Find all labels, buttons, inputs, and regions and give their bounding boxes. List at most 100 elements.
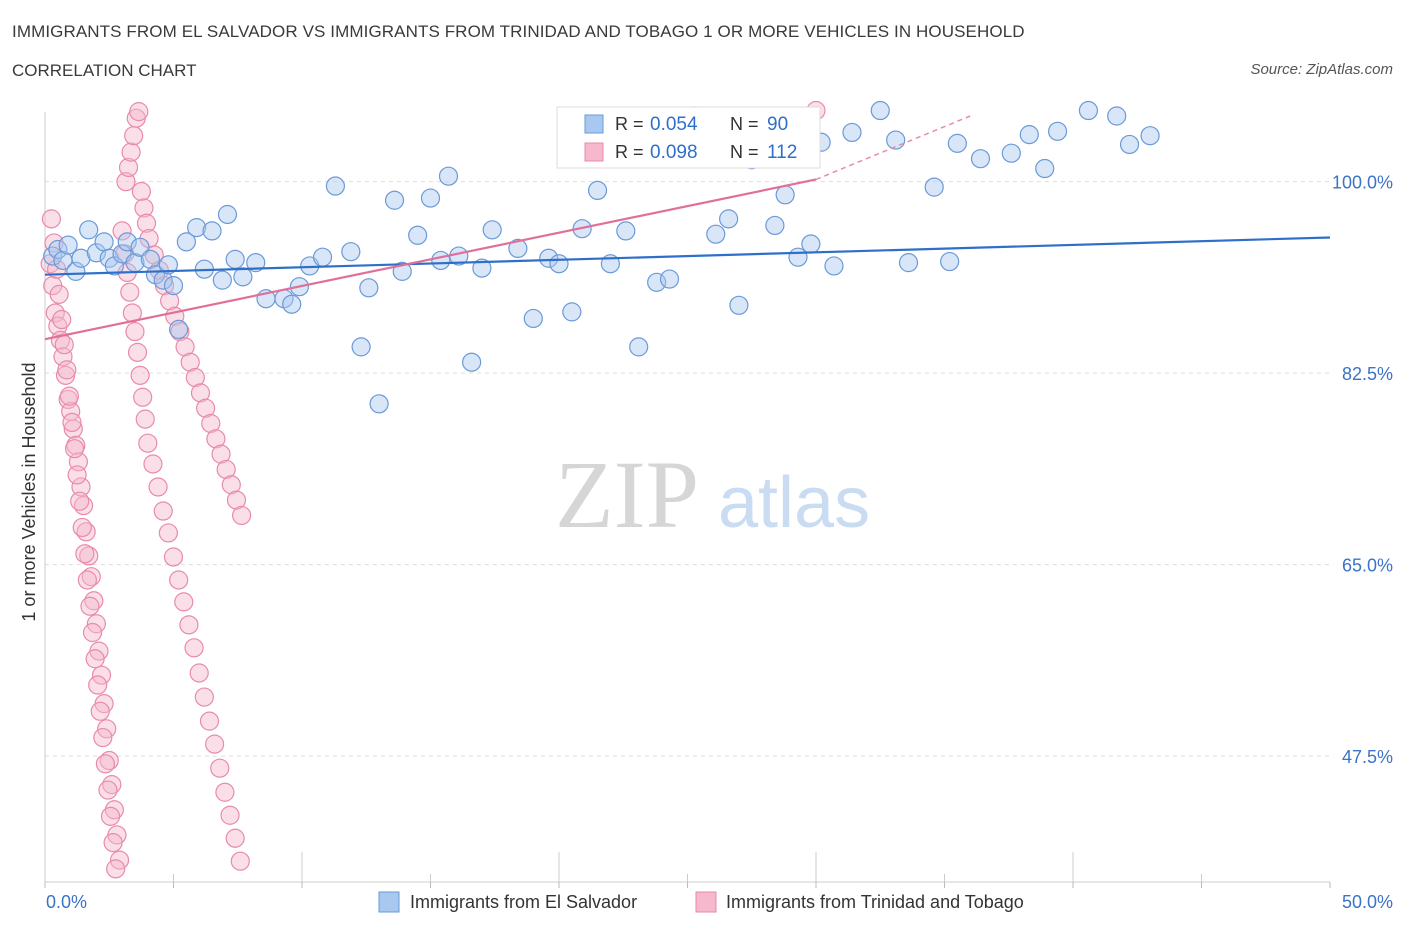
trinidad-point bbox=[70, 491, 90, 511]
trinidad-point bbox=[91, 665, 112, 685]
y-axis-label: 1 or more Vehicles in Household bbox=[19, 362, 39, 621]
el-salvador-point bbox=[719, 209, 739, 229]
el-salvador-point bbox=[169, 319, 189, 339]
stats-n-label-blue: N = bbox=[730, 114, 759, 134]
stats-n-value-blue: 90 bbox=[767, 114, 788, 135]
legend-label-trinidad: Immigrants from Trinidad and Tobago bbox=[726, 892, 1024, 912]
y-tick-label: 47.5% bbox=[1342, 747, 1393, 767]
watermark-zip: ZIP bbox=[555, 441, 699, 548]
stats-r-label-blue: R = bbox=[615, 114, 644, 134]
el-salvador-point bbox=[158, 255, 178, 275]
trinidad-point bbox=[58, 389, 78, 410]
el-salvador-point bbox=[176, 232, 196, 252]
el-salvador-point bbox=[1078, 100, 1099, 121]
trinidad-point bbox=[194, 687, 214, 707]
trinidad-point bbox=[225, 828, 245, 848]
el-salvador-point bbox=[1035, 158, 1055, 179]
trinidad-point bbox=[169, 570, 189, 590]
el-salvador-point bbox=[246, 253, 266, 273]
el-salvador-point bbox=[187, 218, 207, 238]
trinidad-point bbox=[211, 444, 231, 464]
el-salvador-point bbox=[341, 242, 361, 262]
el-salvador-point bbox=[359, 278, 379, 298]
chart-subtitle: CORRELATION CHART bbox=[12, 61, 197, 80]
trinidad-point bbox=[179, 615, 199, 635]
trinidad-point bbox=[100, 806, 121, 826]
trinidad-point bbox=[129, 102, 149, 122]
el-salvador-point bbox=[225, 249, 245, 269]
trinidad-point bbox=[116, 172, 136, 192]
trinidad-point bbox=[72, 517, 92, 538]
el-salvador-point bbox=[1140, 126, 1160, 146]
el-salvador-point bbox=[482, 220, 502, 240]
stats-r-label-pink: R = bbox=[615, 142, 644, 162]
series-trinidad-points bbox=[40, 100, 826, 879]
gridlines bbox=[45, 181, 1330, 757]
trinidad-point bbox=[196, 398, 216, 418]
x-tick-label: 0.0% bbox=[46, 892, 87, 912]
trinidad-point bbox=[112, 221, 132, 241]
trinidad-point bbox=[59, 386, 80, 406]
trinidad-point bbox=[185, 367, 205, 388]
trinidad-point bbox=[153, 501, 173, 521]
trinidad-point bbox=[174, 592, 194, 612]
trinidad-point bbox=[71, 477, 91, 497]
trinidad-point bbox=[205, 734, 225, 754]
el-salvador-point bbox=[462, 352, 482, 372]
trinidad-point bbox=[226, 490, 247, 510]
el-salvador-point bbox=[312, 247, 333, 267]
el-salvador-point bbox=[706, 224, 726, 244]
el-salvador-point bbox=[616, 221, 636, 241]
el-salvador-point bbox=[217, 204, 238, 225]
trinidad-point bbox=[124, 126, 144, 146]
trinidad-point bbox=[163, 547, 184, 567]
el-salvador-point bbox=[659, 269, 680, 289]
el-salvador-point bbox=[765, 215, 785, 236]
el-salvador-point bbox=[775, 185, 795, 205]
trinidad-point bbox=[220, 805, 240, 825]
trinidad-point bbox=[232, 505, 252, 526]
trinidad-point bbox=[75, 544, 95, 564]
el-salvador-point bbox=[970, 149, 991, 169]
trinidad-point bbox=[82, 622, 103, 643]
trinidad-point bbox=[66, 435, 86, 455]
el-salvador-point bbox=[549, 254, 569, 274]
trinidad-point bbox=[158, 523, 178, 543]
stats-n-value-pink: 112 bbox=[767, 142, 797, 163]
y-tick-label: 65.0% bbox=[1342, 556, 1393, 576]
el-salvador-point bbox=[729, 295, 749, 315]
trinidad-point bbox=[131, 181, 151, 202]
trinidad-point bbox=[184, 638, 204, 658]
stats-r-value-blue: 0.054 bbox=[650, 114, 698, 135]
trinidad-point bbox=[118, 157, 139, 178]
el-salvador-point bbox=[523, 308, 543, 329]
trinidad-point bbox=[215, 782, 235, 802]
el-salvador-point bbox=[140, 249, 160, 269]
el-salvador-point bbox=[233, 267, 253, 287]
el-salvador-point bbox=[282, 294, 302, 314]
trinidad-point bbox=[98, 780, 118, 800]
trinidad-point bbox=[136, 213, 157, 233]
trinidad-point bbox=[57, 360, 77, 380]
el-salvador-point bbox=[384, 190, 405, 210]
trinidad-point bbox=[127, 342, 148, 362]
trinidad-point bbox=[41, 209, 62, 229]
legend-swatch-el-salvador bbox=[378, 891, 400, 913]
trinidad-point bbox=[148, 477, 168, 497]
trinidad-point bbox=[121, 142, 141, 162]
trinidad-point bbox=[88, 675, 108, 695]
watermark: ZIP atlas bbox=[555, 441, 870, 548]
el-salvador-point bbox=[369, 394, 389, 414]
el-salvador-point bbox=[801, 234, 821, 254]
el-salvador-point bbox=[325, 176, 346, 196]
trinidad-point bbox=[62, 412, 82, 432]
trinidad-point bbox=[180, 352, 200, 372]
el-salvador-point bbox=[48, 239, 68, 260]
el-salvador-point bbox=[472, 258, 492, 278]
chart-source: Source: ZipAtlas.com bbox=[1250, 61, 1393, 78]
el-salvador-point bbox=[1119, 134, 1140, 155]
trinidad-point bbox=[201, 413, 221, 434]
trinidad-point bbox=[120, 282, 140, 302]
el-salvador-point bbox=[202, 221, 222, 241]
